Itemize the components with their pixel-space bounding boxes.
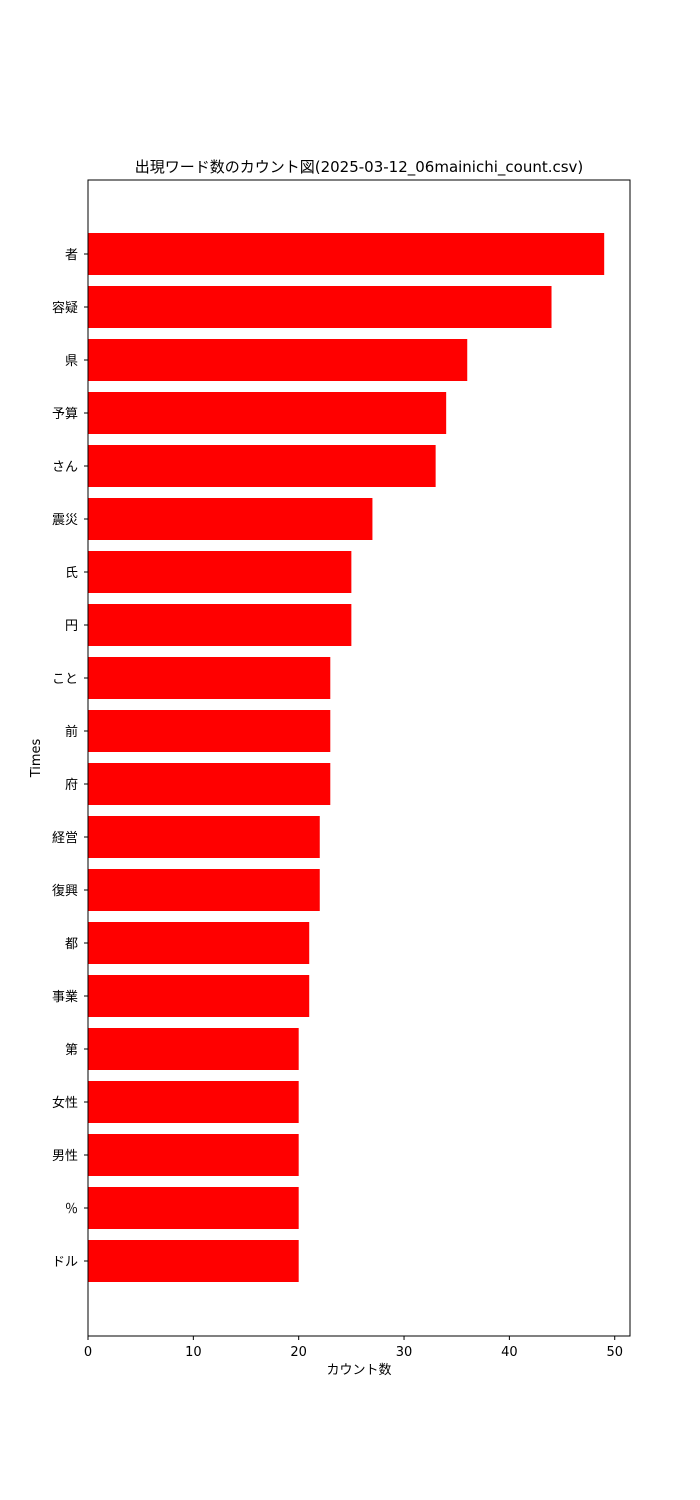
y-tick-label: 都	[65, 937, 78, 952]
y-tick-label: 経営	[52, 831, 78, 846]
bar	[88, 1187, 299, 1229]
y-tick-label: 者	[65, 248, 78, 263]
y-tick-label: 府	[65, 778, 78, 793]
bar	[88, 233, 605, 275]
y-tick-label: 予算	[52, 407, 78, 422]
y-tick-label: 事業	[52, 989, 78, 1005]
y-tick-label: 男性	[52, 1149, 78, 1164]
y-tick-label: 円	[65, 619, 78, 634]
y-axis-label: Times	[29, 738, 44, 778]
y-tick-label: こと	[52, 672, 78, 687]
bar	[88, 922, 310, 964]
x-tick-label: 20	[290, 1345, 307, 1360]
bar	[88, 498, 373, 540]
bar	[88, 869, 320, 911]
y-tick-label: 氏	[65, 566, 78, 581]
bar	[88, 1028, 299, 1070]
bar	[88, 816, 320, 858]
bar	[88, 1081, 299, 1123]
x-tick-label: 0	[84, 1345, 92, 1360]
x-tick-label: 10	[185, 1345, 202, 1360]
bar	[88, 604, 352, 646]
plot-frame	[87, 179, 631, 1337]
bar	[88, 1240, 299, 1282]
y-tick-label: 前	[65, 724, 78, 740]
y-tick-label: 女性	[52, 1095, 78, 1111]
bar	[88, 710, 331, 752]
chart-title: 出現ワード数のカウント図(2025-03-12_06mainichi_count…	[135, 158, 584, 177]
bar	[88, 1134, 299, 1176]
y-tick-label: ％	[65, 1202, 78, 1217]
y-tick-label: 第	[65, 1043, 78, 1058]
y-tick-label: さん	[52, 460, 78, 475]
bar	[88, 286, 552, 328]
bars-group	[88, 233, 605, 1282]
bar	[88, 339, 468, 381]
y-tick-label: 震災	[52, 513, 78, 528]
x-ticks: 0 10 20 30 40 50	[84, 1336, 623, 1360]
x-tick-label: 40	[501, 1345, 518, 1360]
bar	[88, 975, 310, 1017]
y-tick-label: 県	[65, 354, 78, 369]
x-tick-label: 50	[606, 1345, 623, 1360]
bar	[88, 763, 331, 805]
x-axis-label: カウント数	[326, 1363, 391, 1378]
y-tick-label: 復興	[52, 883, 78, 899]
bar	[88, 657, 331, 699]
bar	[88, 445, 436, 487]
y-tick-label: 容疑	[52, 300, 78, 316]
bar	[88, 551, 352, 593]
y-tick-label: ドル	[52, 1255, 78, 1270]
x-tick-label: 30	[396, 1345, 413, 1360]
bar	[88, 392, 447, 434]
